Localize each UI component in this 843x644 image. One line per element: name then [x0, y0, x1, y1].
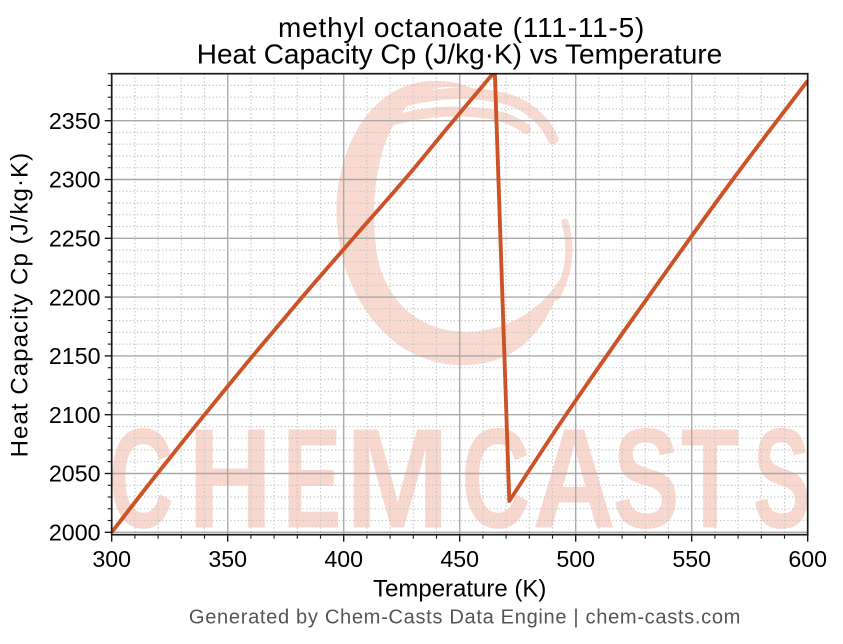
- svg-text:H: H: [188, 399, 273, 559]
- svg-text:2350: 2350: [49, 108, 101, 134]
- svg-text:300: 300: [92, 546, 131, 572]
- svg-text:Heat Capacity Cp (J/kg·K) vs T: Heat Capacity Cp (J/kg·K) vs Temperature: [197, 39, 722, 70]
- svg-text:2300: 2300: [49, 167, 101, 193]
- svg-text:2200: 2200: [49, 284, 101, 310]
- svg-text:2100: 2100: [49, 402, 101, 428]
- svg-text:2050: 2050: [49, 461, 101, 487]
- svg-text:Temperature (K): Temperature (K): [373, 576, 546, 603]
- svg-text:450: 450: [440, 546, 479, 572]
- svg-text:M: M: [345, 400, 449, 558]
- svg-text:400: 400: [324, 546, 363, 572]
- svg-text:2000: 2000: [49, 520, 101, 546]
- svg-text:E: E: [283, 400, 342, 559]
- svg-text:2250: 2250: [49, 226, 101, 252]
- svg-text:S: S: [753, 398, 811, 558]
- svg-text:Generated by Chem-Casts Data E: Generated by Chem-Casts Data Engine | ch…: [189, 607, 741, 629]
- svg-text:methyl octanoate (111-11-5): methyl octanoate (111-11-5): [278, 12, 645, 43]
- svg-text:550: 550: [672, 546, 711, 572]
- svg-text:T: T: [681, 398, 739, 558]
- svg-text:350: 350: [208, 546, 247, 572]
- svg-text:2150: 2150: [49, 343, 101, 369]
- svg-text:600: 600: [788, 546, 827, 572]
- svg-text:A: A: [532, 398, 616, 558]
- svg-text:Heat Capacity Cp (J/kg·K): Heat Capacity Cp (J/kg·K): [6, 152, 33, 458]
- svg-text:500: 500: [556, 546, 595, 572]
- svg-text:C: C: [461, 398, 530, 558]
